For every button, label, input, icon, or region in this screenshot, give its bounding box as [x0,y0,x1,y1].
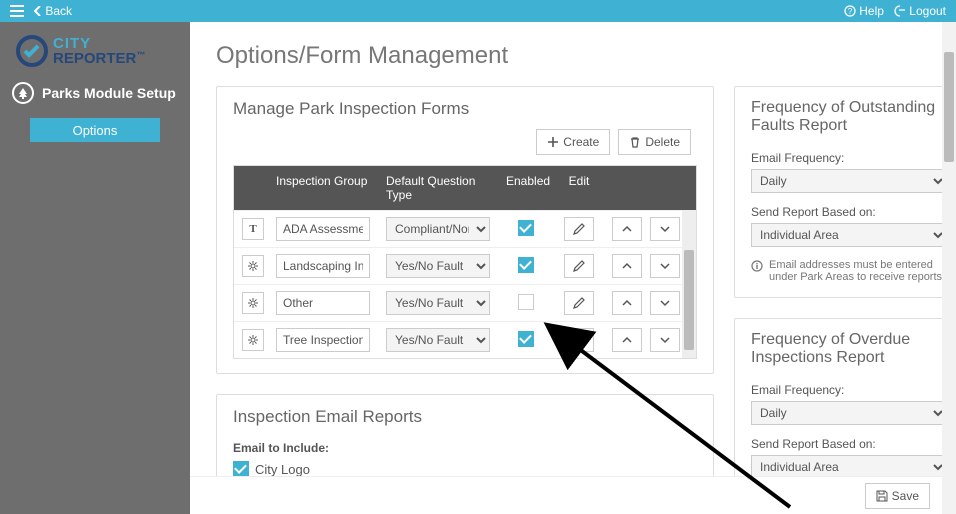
top-bar: Back ? Help Logout [0,0,956,22]
row-type-icon[interactable] [242,329,264,351]
faults-freq-select[interactable]: Daily [751,169,942,193]
manage-forms-header: Manage Park Inspection Forms [217,87,713,129]
email-reports-header: Inspection Email Reports [217,395,713,437]
back-button[interactable]: Back [34,4,72,18]
overdue-freq-label: Email Frequency: [751,383,942,397]
manage-forms-panel: Manage Park Inspection Forms Create Dele… [216,86,714,374]
qtype-select[interactable]: Yes/No Fault [386,291,490,315]
move-down-button[interactable] [650,291,680,315]
faults-based-label: Send Report Based on: [751,205,942,219]
edit-button[interactable] [564,217,594,241]
logo: CITY REPORTER™ [15,30,175,76]
move-down-button[interactable] [650,328,680,352]
svg-text:?: ? [848,7,853,16]
faults-note: Email addresses must be entered under Pa… [751,259,942,283]
grid-header-row: Inspection Group Default Question Type E… [234,166,696,210]
save-button[interactable]: Save [865,483,930,509]
delete-button[interactable]: Delete [618,129,691,155]
sidebar: CITY REPORTER™ Parks Module Setup Option… [0,22,190,514]
qtype-select[interactable]: Yes/No Fault [386,254,490,278]
edit-button[interactable] [564,291,594,315]
help-label: Help [859,4,884,18]
create-label: Create [563,135,599,149]
tree-icon [12,82,34,104]
info-icon [751,260,763,272]
faults-freq-label: Email Frequency: [751,151,942,165]
email-include-item: City Logo [233,461,697,476]
email-reports-panel: Inspection Email Reports Email to Includ… [216,394,714,476]
group-input[interactable] [276,254,370,278]
brand-reporter: REPORTER [53,50,136,67]
table-row: Yes/No Fault [234,284,696,321]
overdue-freq-select[interactable]: Daily [751,401,942,425]
grid-scrollbar[interactable] [682,210,696,358]
edit-button[interactable] [564,328,594,352]
options-button[interactable]: Options [30,118,160,142]
col-group: Inspection Group [268,166,378,210]
delete-label: Delete [645,135,680,149]
page-scrollbar[interactable] [942,22,956,514]
module-title: Parks Module Setup [42,85,176,101]
table-row: Yes/No Fault [234,321,696,358]
forms-grid: Inspection Group Default Question Type E… [233,165,697,359]
logout-label: Logout [909,4,946,18]
edit-button[interactable] [564,254,594,278]
row-type-icon[interactable]: T [242,218,264,240]
qtype-select[interactable]: Yes/No Fault [386,328,490,352]
logout-link[interactable]: Logout [894,4,946,18]
page-title: Options/Form Management [216,42,916,70]
faults-note-text: Email addresses must be entered under Pa… [769,259,942,283]
col-edit: Edit [554,166,604,210]
overdue-based-select[interactable]: Individual Area [751,455,942,476]
overdue-based-label: Send Report Based on: [751,437,942,451]
move-up-button[interactable] [612,291,642,315]
faults-header: Frequency of Outstanding Faults Report [735,87,942,145]
table-row: Yes/No Fault [234,247,696,284]
save-label: Save [892,489,919,503]
col-qtype: Default Question Type [378,166,498,210]
email-include-label: Email to Include: [233,441,697,455]
overdue-panel: Frequency of Overdue Inspections Report … [734,318,942,476]
move-up-button[interactable] [612,254,642,278]
move-up-button[interactable] [612,217,642,241]
faults-based-select[interactable]: Individual Area [751,223,942,247]
module-header: Parks Module Setup [10,76,180,110]
move-down-button[interactable] [650,254,680,278]
move-up-button[interactable] [612,328,642,352]
group-input[interactable] [276,328,370,352]
enabled-checkbox[interactable] [518,331,534,347]
enabled-checkbox[interactable] [518,257,534,273]
trash-icon [629,136,641,148]
enabled-checkbox[interactable] [518,220,534,236]
move-down-button[interactable] [650,217,680,241]
row-type-icon[interactable] [242,255,264,277]
group-input[interactable] [276,291,370,315]
row-type-icon[interactable] [242,292,264,314]
include-checkbox[interactable] [233,461,249,476]
help-link[interactable]: ? Help [844,4,884,18]
save-icon [876,490,888,502]
hamburger-icon[interactable] [10,5,24,17]
create-button[interactable]: Create [536,129,610,155]
enabled-checkbox[interactable] [518,294,534,310]
faults-panel: Frequency of Outstanding Faults Report E… [734,86,942,298]
plus-icon [547,136,559,148]
back-label: Back [45,4,72,18]
include-label: City Logo [255,462,310,477]
footer-bar: Save [190,476,942,514]
col-enabled: Enabled [498,166,554,210]
qtype-select[interactable]: Compliant/Non- [386,217,490,241]
brand-tm: ™ [136,50,145,60]
group-input[interactable] [276,217,370,241]
overdue-header: Frequency of Overdue Inspections Report [735,319,942,377]
table-row: T Compliant/Non- [234,210,696,247]
